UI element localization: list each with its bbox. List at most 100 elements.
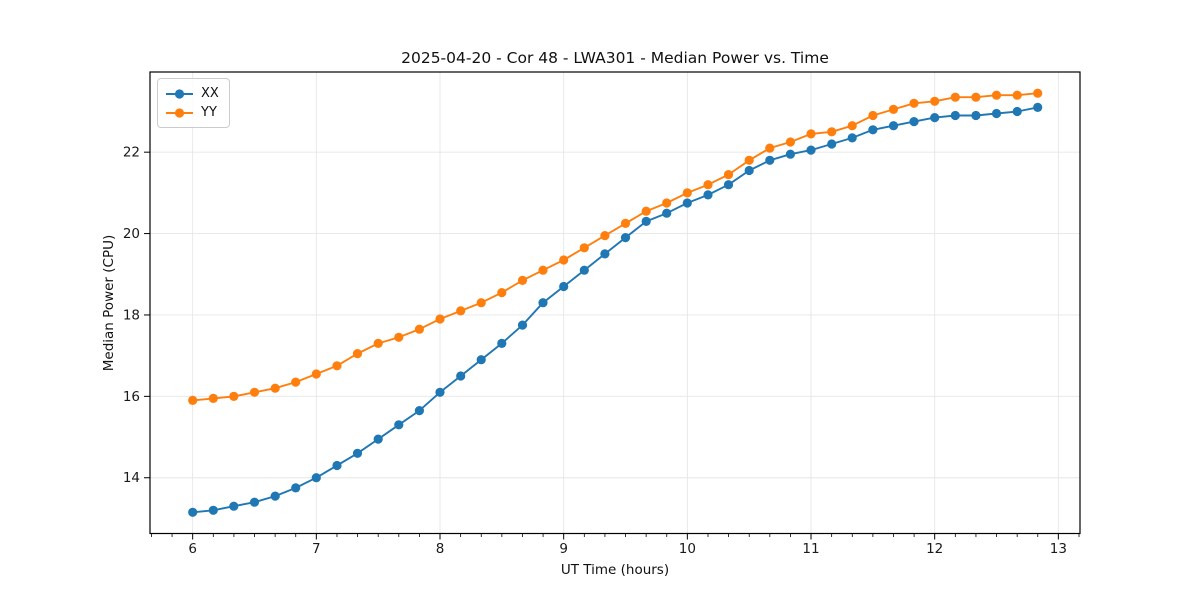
series-marker-yy — [538, 265, 548, 275]
x-axis-tick-label: 9 — [559, 541, 568, 557]
series-marker-yy — [414, 324, 424, 334]
series-marker-yy — [888, 104, 899, 114]
series-marker-yy — [476, 298, 486, 308]
series-marker-xx — [827, 139, 837, 149]
series-marker-xx — [435, 387, 445, 397]
series-marker-xx — [332, 460, 342, 471]
series-marker-yy — [909, 98, 919, 108]
y-axis-tick-label: 16 — [123, 389, 140, 405]
series-marker-xx — [291, 483, 301, 493]
series-marker-yy — [373, 338, 383, 348]
series-marker-xx — [1012, 106, 1022, 117]
x-axis-tick-label: 12 — [926, 541, 943, 557]
y-axis-tick-label: 20 — [123, 226, 140, 242]
series-marker-yy — [827, 127, 837, 137]
x-axis-tick-label: 6 — [188, 541, 197, 557]
legend-swatch-xx-icon — [166, 88, 193, 99]
series-marker-xx — [868, 125, 878, 135]
series-marker-xx — [620, 233, 631, 243]
series-marker-xx — [311, 473, 321, 483]
series-marker-xx — [517, 320, 528, 330]
legend-label-yy: YY — [201, 105, 217, 120]
series-marker-xx — [352, 448, 363, 458]
x-axis-tick-label: 10 — [679, 541, 696, 557]
series-marker-xx — [249, 497, 260, 507]
series-marker-xx — [414, 406, 424, 416]
x-axis-tick-label: 13 — [1050, 541, 1067, 557]
series-marker-yy — [991, 90, 1002, 100]
series-marker-xx — [641, 216, 651, 226]
series-marker-xx — [847, 133, 857, 143]
series-marker-yy — [579, 243, 589, 253]
series-marker-yy — [456, 306, 466, 316]
series-marker-xx — [188, 507, 198, 517]
series-marker-xx — [394, 420, 404, 430]
series-marker-yy — [620, 218, 631, 228]
y-axis-label: Median Power (CPU) — [101, 234, 117, 372]
series-marker-xx — [930, 113, 940, 123]
series-marker-yy — [394, 332, 404, 342]
legend-item-yy: YY — [165, 103, 219, 122]
series-marker-xx — [909, 117, 919, 127]
legend-item-xx: XX — [165, 84, 219, 103]
series-marker-xx — [744, 165, 754, 176]
series-marker-xx — [538, 298, 548, 308]
x-axis-tick-label: 11 — [802, 541, 819, 557]
series-marker-yy — [930, 96, 940, 106]
series-marker-xx — [950, 110, 960, 121]
series-marker-yy — [311, 369, 321, 379]
series-marker-yy — [950, 92, 960, 102]
series-marker-yy — [785, 137, 796, 147]
series-marker-xx — [991, 108, 1002, 119]
y-axis-tick-label: 14 — [123, 470, 140, 486]
series-marker-xx — [682, 198, 692, 208]
series-marker-yy — [332, 361, 342, 371]
series-marker-xx — [806, 145, 816, 155]
series-marker-xx — [1033, 102, 1043, 112]
series-marker-yy — [229, 391, 239, 401]
series-marker-yy — [1033, 88, 1043, 98]
series-marker-yy — [352, 349, 363, 359]
series-marker-xx — [600, 249, 610, 259]
series-marker-xx — [971, 110, 981, 121]
x-axis-tick-label: 7 — [312, 541, 321, 557]
series-marker-xx — [559, 281, 569, 292]
series-marker-yy — [270, 383, 280, 393]
series-marker-xx — [270, 491, 280, 501]
series-marker-xx — [208, 505, 218, 515]
series-marker-yy — [435, 314, 445, 324]
series-marker-xx — [456, 371, 466, 381]
series-marker-xx — [765, 155, 775, 165]
series-marker-yy — [517, 275, 528, 285]
series-marker-xx — [229, 501, 239, 511]
series-marker-yy — [208, 393, 218, 403]
series-marker-yy — [744, 155, 754, 165]
legend-label-xx: XX — [201, 86, 219, 101]
series-marker-yy — [847, 121, 857, 131]
series-marker-yy — [559, 255, 569, 265]
legend-swatch-yy-icon — [166, 107, 193, 118]
series-marker-xx — [662, 208, 672, 218]
series-marker-xx — [579, 265, 589, 275]
y-axis-tick-label: 18 — [123, 307, 140, 323]
series-marker-yy — [703, 180, 713, 190]
legend: XX YY — [157, 78, 230, 128]
plot-border — [149, 71, 1081, 535]
chart-title: 2025-04-20 - Cor 48 - LWA301 - Median Po… — [401, 49, 829, 67]
series-line-xx — [191, 106, 1039, 514]
series-marker-xx — [703, 190, 713, 200]
series-marker-xx — [785, 149, 796, 159]
series-marker-yy — [188, 395, 198, 405]
series-marker-xx — [476, 355, 486, 365]
series-marker-yy — [806, 129, 816, 139]
y-axis-tick-label: 22 — [123, 145, 140, 161]
x-axis-tick-label: 8 — [436, 541, 445, 557]
series-marker-yy — [291, 377, 301, 387]
series-marker-yy — [249, 387, 260, 397]
x-axis-label: UT Time (hours) — [560, 562, 670, 578]
series-marker-yy — [1012, 90, 1022, 100]
series-marker-xx — [888, 121, 899, 131]
series-marker-yy — [723, 170, 734, 180]
series-marker-yy — [662, 198, 672, 208]
